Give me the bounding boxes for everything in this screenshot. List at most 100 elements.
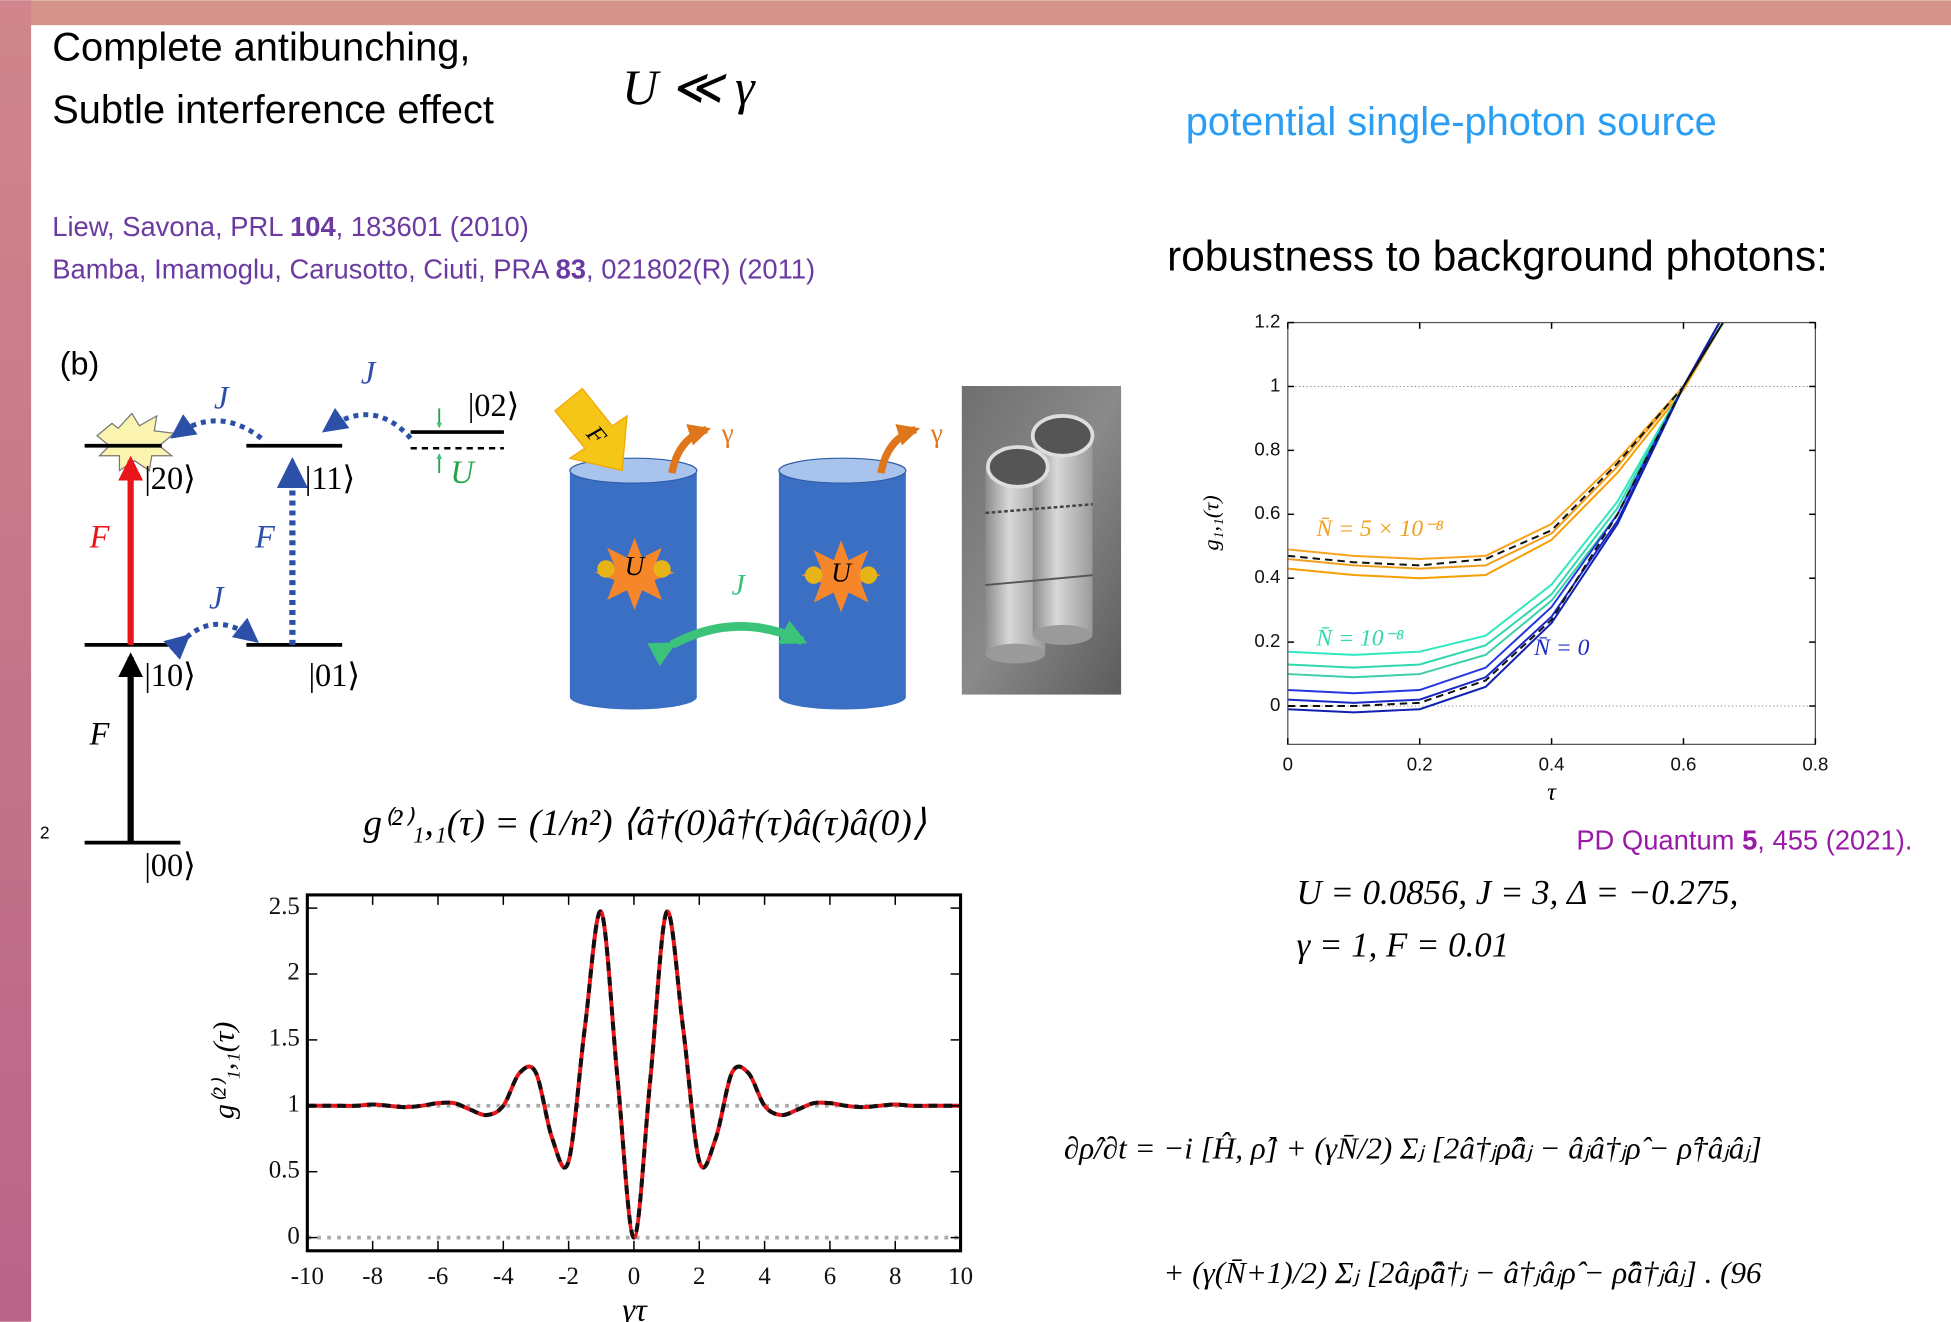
top-border	[0, 0, 1951, 26]
emitter-dot	[859, 566, 878, 584]
loss-arrow	[877, 424, 921, 474]
x-tick-label: 0.6	[1671, 753, 1697, 774]
data-line	[1287, 322, 1721, 714]
x-axis-label: γτ	[622, 1291, 648, 1322]
label: U	[831, 557, 853, 587]
loss-arrow	[668, 424, 712, 474]
series-group	[1287, 322, 1724, 714]
y-tick-label: 0.6	[1254, 502, 1280, 523]
ket: |00⟩	[144, 847, 195, 883]
y-tick-label: 0.4	[1254, 566, 1280, 587]
x-tick-label: 0.8	[1802, 753, 1828, 774]
ref-authors: Liew, Savona, PRL	[52, 211, 290, 242]
condition: U ≪ γ	[622, 60, 756, 115]
x-tick-label: 0	[628, 1263, 640, 1290]
data-line	[307, 909, 961, 1240]
label: γ	[930, 418, 943, 448]
label: J	[209, 580, 225, 616]
cavity-top	[778, 457, 907, 484]
reference: Liew, Savona, PRL 104, 183601 (2010)	[52, 211, 529, 242]
cavity-base	[569, 684, 697, 710]
x-tick-label: -6	[428, 1263, 449, 1290]
x-tick-label: -10	[291, 1263, 324, 1290]
x-tick-label: -2	[558, 1263, 579, 1290]
ref-volume: 83	[556, 254, 586, 285]
y-tick-label: 1.5	[269, 1025, 300, 1052]
ket: |20⟩	[144, 460, 195, 496]
curve-annotation: N̄ = 5 × 10⁻⁸	[1315, 516, 1443, 542]
y-axis-label: g⁽²⁾₁,₁(τ)	[207, 1022, 240, 1119]
ket: |11⟩	[305, 460, 355, 496]
y-tick-label: 0.8	[1254, 438, 1280, 459]
y-tick-label: 0.2	[1254, 630, 1280, 651]
ket: |02⟩	[468, 387, 519, 423]
x-tick-label: 6	[824, 1263, 836, 1290]
label: U	[450, 454, 476, 490]
pillar	[1032, 624, 1093, 645]
data-line	[1287, 322, 1724, 580]
label: U	[625, 551, 647, 581]
parameters: U = 0.0856, J = 3, Δ = −0.275,	[1297, 873, 1739, 912]
sem-image	[961, 386, 1122, 695]
y-axis-label: g₁,₁(τ)	[1198, 495, 1223, 550]
pillar-texture	[985, 574, 1093, 587]
ref-volume: 104	[290, 211, 336, 242]
ref-rest: , 183601 (2010)	[336, 211, 529, 242]
emitter-dot	[597, 560, 615, 578]
cit-volume: 5	[1742, 825, 1757, 856]
y-tick-label: 2.5	[269, 893, 300, 920]
cit-journal: PD Quantum	[1576, 825, 1742, 856]
ket: |10⟩	[144, 657, 195, 693]
pump-arrow	[554, 387, 628, 472]
x-tick-label: 10	[948, 1263, 973, 1290]
y-tick-label: 0	[287, 1222, 299, 1249]
x-tick-label: 8	[889, 1263, 901, 1290]
curve-annotation: N̄ = 0	[1533, 635, 1590, 661]
hopping-arrow	[170, 414, 263, 441]
highlight: potential single-photon source	[1186, 100, 1717, 144]
x-tick-label: 2	[693, 1263, 705, 1290]
starburst	[96, 412, 176, 472]
coupling-arrow	[647, 620, 808, 667]
ref-authors: Bamba, Imamoglu, Carusotto, Ciuti, PRA	[52, 254, 555, 285]
emitter-burst	[801, 540, 881, 613]
master-equation: ∂ρ̂/∂t = −i [Ĥ, ρ̂] + (γN̄/2) Σⱼ [2â†ⱼρ̂…	[1064, 1130, 1762, 1165]
g2-chart: -10 -8 -6 -4 -2 0 2 4 6 8 10 0 0.5 1 1.5 2 2.5 γτ g⁽²⁾₁,₁(…	[207, 893, 973, 1322]
label: γ	[721, 418, 734, 448]
y-tick-label: 1	[1270, 374, 1280, 395]
y-tick-label: 0	[1270, 694, 1280, 715]
label: F	[89, 715, 111, 751]
ref-rest: , 021802(R) (2011)	[586, 254, 815, 285]
curve-annotation: N̄ = 10⁻⁸	[1315, 625, 1404, 651]
parameters: γ = 1, F = 0.01	[1297, 925, 1510, 964]
x-tick-label: 4	[758, 1263, 771, 1290]
g2-formula: g⁽²⁾₁,₁(τ) = (1/n²) ⟨â†(0)â†(τ)â(τ)â(0)⟩	[363, 803, 926, 844]
energy-diagram: (b) J J J |02⟩ |20⟩ |11⟩ U F F F |10⟩ |0…	[60, 346, 520, 884]
label: J	[361, 354, 377, 390]
cavity-base	[778, 684, 906, 710]
series-group	[307, 909, 961, 1240]
emitter-burst	[594, 537, 675, 610]
x-tick-label: -8	[362, 1263, 383, 1290]
label: F	[254, 519, 276, 555]
y-tick-label: 2	[287, 959, 299, 986]
x-tick-label: 0.2	[1407, 753, 1433, 774]
x-axis-label: τ	[1547, 779, 1557, 806]
y-tick-label: 1	[287, 1091, 299, 1118]
y-tick-label: 1.2	[1254, 310, 1280, 331]
title-line: Complete antibunching,	[52, 26, 470, 70]
y-tick-label: 0.5	[269, 1156, 300, 1183]
label: F	[89, 519, 111, 555]
hopping-arrow	[321, 407, 413, 440]
label: J	[214, 379, 230, 415]
master-equation: + (γ(N̄+1)/2) Σⱼ [2âⱼρ̂â†ⱼ − â†ⱼâⱼρ̂ − ρ…	[1163, 1255, 1762, 1290]
g11-chart: 0 0.2 0.4 0.6 0.8 0 0.2 0.4 0.6 0.8 1 1.2 τ g₁,₁(τ) N̄…	[1198, 310, 1828, 805]
x-tick-label: 0.4	[1539, 753, 1565, 774]
cit-rest: , 455 (2021).	[1757, 825, 1912, 856]
data-line	[1287, 322, 1724, 567]
ket: |01⟩	[309, 657, 360, 693]
data-line	[1287, 322, 1724, 708]
pillar-top	[986, 445, 1050, 489]
x-tick-label: -4	[493, 1263, 514, 1290]
